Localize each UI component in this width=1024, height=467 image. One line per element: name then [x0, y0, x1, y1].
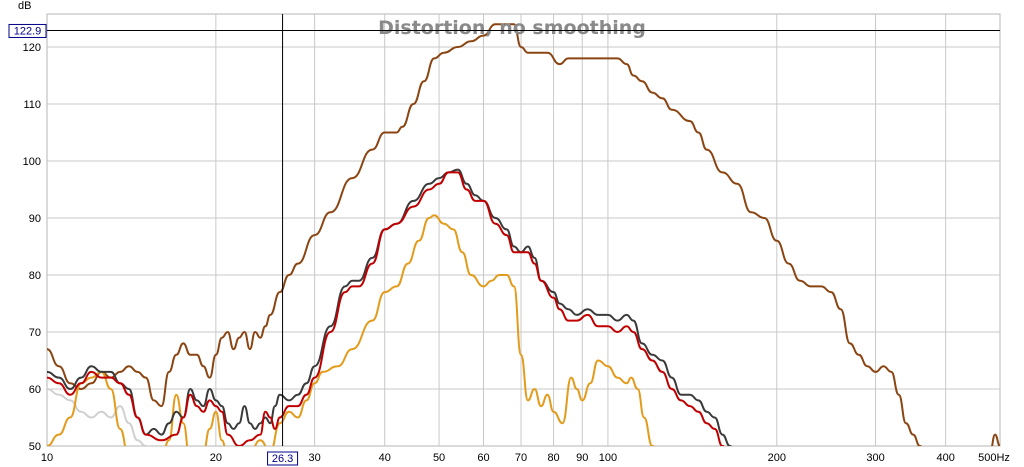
x-tick-label: 20	[210, 452, 222, 464]
y-tick-label: 50	[29, 441, 41, 453]
y-tick-labels: 50 60 70 80 90 100 110 120	[23, 42, 41, 453]
y-tick-label: 80	[29, 270, 41, 282]
x-tick-label: 200	[768, 452, 786, 464]
y-tick-label: 70	[29, 327, 41, 339]
x-tick-labels: 10 20 30 40 50 60 70 80 90 100 200 300 400 500Hz	[41, 452, 1010, 464]
series-line-4	[47, 388, 151, 446]
series-line-1	[47, 168, 733, 446]
x-tick-label: 500Hz	[978, 452, 1010, 464]
y-tick-label: 110	[23, 99, 41, 111]
cursor-x-readout: 26.3	[267, 451, 299, 466]
x-tick-label: 40	[379, 452, 391, 464]
x-tick-label: 30	[309, 452, 321, 464]
cursor-y-readout: 122.9	[8, 23, 47, 38]
x-tick-label: 70	[515, 452, 527, 464]
svg-text:26.3: 26.3	[272, 453, 293, 465]
series-layer	[47, 23, 1000, 446]
series-line-2	[47, 171, 726, 446]
svg-text:122.9: 122.9	[14, 25, 42, 37]
series-line-3	[47, 214, 656, 446]
x-tick-label: 100	[599, 452, 617, 464]
plot-background	[46, 13, 1001, 447]
x-tick-label: 10	[41, 452, 53, 464]
x-tick-label: 60	[477, 452, 489, 464]
series-line-0	[47, 23, 1000, 446]
y-tick-label: 120	[23, 42, 41, 54]
x-tick-label: 400	[936, 452, 954, 464]
chart-title: Distortion, no smoothing	[378, 17, 646, 39]
y-tick-label: 60	[29, 384, 41, 396]
y-tick-label: 90	[29, 213, 41, 225]
y-tick-label: 100	[23, 156, 41, 168]
grid	[47, 14, 1000, 446]
x-tick-label: 90	[576, 452, 588, 464]
x-tick-label: 50	[433, 452, 445, 464]
y-axis-label: dB	[18, 0, 31, 12]
x-tick-label: 80	[547, 452, 559, 464]
x-tick-label: 300	[866, 452, 884, 464]
